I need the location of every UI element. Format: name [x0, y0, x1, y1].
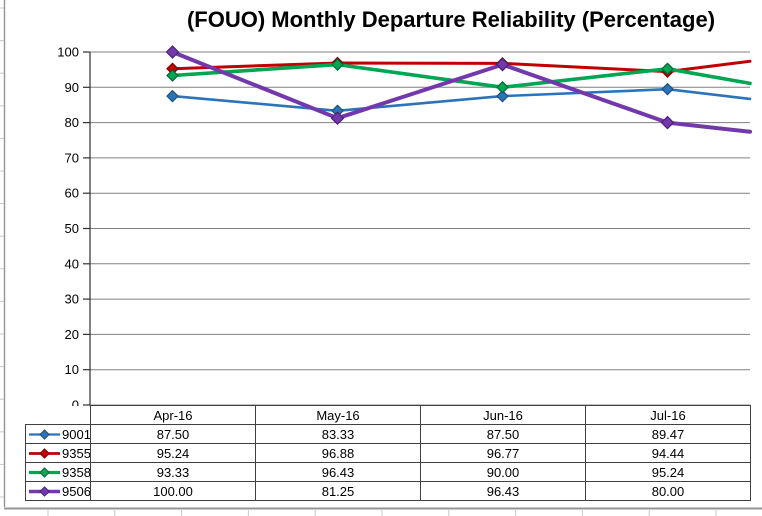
series-9001-line	[171, 87, 752, 113]
table-cell-9001-may-16: 83.33	[255, 424, 421, 444]
table-cell-9506-jul-16: 80.00	[585, 481, 751, 501]
legend-cell-9355: 9355	[25, 443, 91, 463]
table-header-apr-16: Apr-16	[90, 405, 256, 425]
data-table: Apr-16 May-16 Jun-16 Jul-16 9001 87.50 83.33 87…	[25, 405, 751, 501]
table-cell-9001-jul-16: 89.47	[585, 424, 751, 444]
series-9506-marker-jun-16	[495, 57, 510, 72]
series-name-9355: 9355	[62, 445, 91, 461]
series-9001-marker-apr-16	[166, 89, 179, 103]
table-cell-9358-jul-16: 95.24	[585, 462, 751, 482]
legend-cell-9506: 9506	[25, 481, 91, 501]
table-cell-9506-may-16: 81.25	[255, 481, 421, 501]
y-axis-tick-label-50: 50	[65, 221, 79, 236]
legend-key-icon-9355	[29, 447, 60, 459]
y-axis-tick-label-20: 20	[65, 327, 79, 342]
y-axis-tick-label-10: 10	[65, 362, 79, 377]
table-cell-9358-apr-16: 93.33	[90, 462, 256, 482]
series-9358-marker-jul-16	[661, 62, 674, 76]
series-9358-marker-apr-16	[166, 69, 179, 82]
table-cell-9355-jul-16: 94.44	[585, 443, 751, 463]
table-cell-9355-jun-16: 96.77	[420, 443, 586, 463]
table-row-9355: 9355 95.24 96.88 96.77 94.44	[25, 443, 751, 463]
table-cell-9358-jun-16: 90.00	[420, 462, 586, 482]
table-header-jul-16: Jul-16	[585, 405, 751, 425]
series-9506-marker-jul-16	[660, 115, 675, 130]
table-cell-9001-apr-16: 87.50	[90, 424, 256, 444]
y-axis-tick-label-100: 100	[57, 45, 79, 60]
y-axis-tick-label-70: 70	[65, 150, 79, 165]
y-axis-tick-label-0: 0	[72, 398, 79, 413]
table-header-row: Apr-16 May-16 Jun-16 Jul-16	[25, 405, 751, 425]
table-row-9358: 9358 93.33 96.43 90.00 95.24	[25, 462, 751, 482]
table-row-9001: 9001 87.50 83.33 87.50 89.47	[25, 424, 751, 444]
legend-key-icon-9506	[29, 485, 60, 497]
y-axis-tick-label-40: 40	[65, 256, 79, 271]
y-axis-tick-label-90: 90	[65, 80, 79, 95]
table-cell-9355-apr-16: 95.24	[90, 443, 256, 463]
table-cell-9355-may-16: 96.88	[255, 443, 421, 463]
table-cell-9506-apr-16: 100.00	[90, 481, 256, 501]
table-cell-9506-jun-16: 96.43	[420, 481, 586, 501]
table-cell-9358-may-16: 96.43	[255, 462, 421, 482]
legend-key-icon-9358	[29, 466, 60, 478]
series-name-9506: 9506	[62, 483, 91, 499]
legend-cell-9358: 9358	[25, 462, 91, 482]
series-9001-marker-jun-16	[496, 89, 509, 103]
series-9358-marker-may-16	[331, 58, 344, 71]
series-9358-marker-jun-16	[496, 80, 509, 94]
series-9506-marker-apr-16	[165, 45, 180, 59]
table-header-jun-16: Jun-16	[420, 405, 586, 425]
legend-cell-9001: 9001	[25, 424, 91, 444]
chart-title: (FOUO) Monthly Departure Reliability (Pe…	[186, 7, 716, 32]
y-axis-tick-label-80: 80	[65, 115, 79, 130]
table-header-may-16: May-16	[255, 405, 421, 425]
chart-data-table: Apr-16 May-16 Jun-16 Jul-16 9001 87.50 83.33 87…	[25, 405, 751, 501]
series-9001-marker-jul-16	[661, 82, 674, 96]
series-name-9001: 9001	[62, 426, 91, 442]
series-name-9358: 9358	[62, 464, 91, 480]
table-row-9506: 9506 100.00 81.25 96.43 80.00	[25, 481, 751, 501]
table-corner-cell	[25, 405, 91, 425]
y-axis-tick-label-60: 60	[65, 186, 79, 201]
y-axis-tick-label-30: 30	[65, 292, 79, 307]
table-cell-9001-jun-16: 87.50	[420, 424, 586, 444]
legend-key-icon-9001	[29, 428, 60, 440]
series-9506-marker-may-16	[330, 111, 345, 126]
